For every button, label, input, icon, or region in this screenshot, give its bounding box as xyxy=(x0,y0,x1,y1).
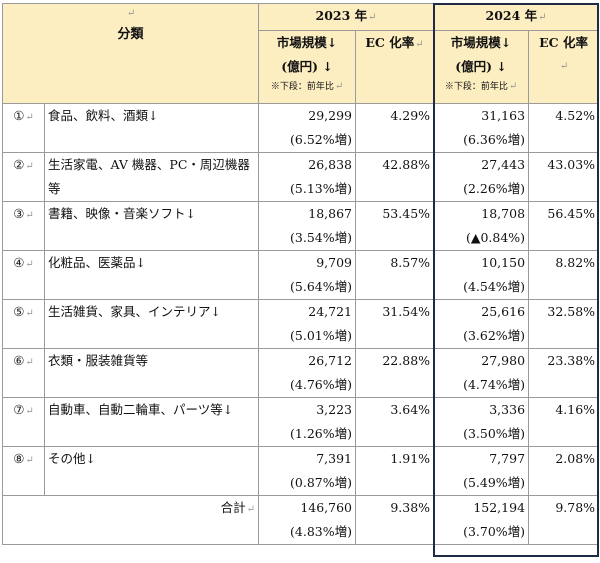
market-size-cell: 3,223 (1.26%増) xyxy=(258,397,357,447)
category-name: 生活家電、AV 機器、PC・周辺機器等 xyxy=(43,152,260,202)
ec-rate-2024-header: EC 化率 ↵ xyxy=(528,30,600,104)
market-size-cell: 26,712 (4.76%増) xyxy=(258,348,357,398)
total-ec-rate-cell: 9.78% xyxy=(528,495,600,545)
ec-rate-cell: 1.91% xyxy=(355,446,435,496)
market-size-cell: 27,443 (2.26%増) xyxy=(433,152,530,202)
category-name: 衣類・服装雑貨等 xyxy=(43,348,260,398)
row-number: ①↵ xyxy=(2,103,45,153)
row-number: ⑤↵ xyxy=(2,299,45,349)
ec-rate-cell: 42.88% xyxy=(355,152,435,202)
row-number: ③↵ xyxy=(2,201,45,251)
total-row: 合計↵ 146,760 (4.83%増) 9.38% 152,194 (3.70%増) 9.… xyxy=(1,495,600,545)
table-row: ③↵ 書籍、映像・音楽ソフト↓ 18,867 (3.54%増) 53.45% 18,708… xyxy=(2,201,600,251)
ec-rate-cell: 4.16% xyxy=(528,397,600,447)
table-row: ⑦↵ 自動車、自動二輪車、パーツ等↓ 3,223 (1.26%増) 3.64% 3,336… xyxy=(2,397,600,447)
market-size-cell: 18,867 (3.54%増) xyxy=(258,201,357,251)
category-name: 書籍、映像・音楽ソフト↓ xyxy=(43,201,260,251)
table-row: ⑧↵ その他↓ 7,391 (0.87%増) 1.91% 7,797 (5.49%増) 2.0… xyxy=(2,446,600,496)
category-name: 生活雑貨、家具、インテリア↓ xyxy=(43,299,260,349)
year-2023-header: 2023 年↵ xyxy=(258,3,435,31)
market-size-2024-header: 市場規模↓ (億円) ↓ ※下段：前年比↵ xyxy=(433,30,530,104)
table-row: ⑤↵ 生活雑貨、家具、インテリア↓ 24,721 (5.01%増) 31.54% 25,6… xyxy=(2,299,600,349)
market-size-cell: 7,391 (0.87%増) xyxy=(258,446,357,496)
total-market-size-cell: 146,760 (4.83%増) xyxy=(258,495,357,545)
row-number: ⑧↵ xyxy=(2,446,45,496)
market-size-cell: 24,721 (5.01%増) xyxy=(258,299,357,349)
ec-rate-cell: 4.52% xyxy=(528,103,600,153)
category-name: 化粧品、医薬品↓ xyxy=(43,250,260,300)
table-row: ②↵ 生活家電、AV 機器、PC・周辺機器等 26,838 (5.13%増) 42.88… xyxy=(2,152,600,202)
ec-rate-cell: 53.45% xyxy=(355,201,435,251)
ec-rate-cell: 22.88% xyxy=(355,348,435,398)
category-header: ↵ 分類 xyxy=(1,3,260,104)
total-market-size-cell: 152,194 (3.70%増) xyxy=(433,495,530,545)
total-ec-rate-cell: 9.38% xyxy=(355,495,435,545)
category-label: 分類 xyxy=(117,27,144,42)
ec-rate-2023-header: EC 化率↵ xyxy=(355,30,435,104)
market-size-cell: 27,980 (4.74%増) xyxy=(433,348,530,398)
category-name: 食品、飲料、酒類↓ xyxy=(43,103,260,153)
category-name: 自動車、自動二輪車、パーツ等↓ xyxy=(43,397,260,447)
category-name: その他↓ xyxy=(43,446,260,496)
market-size-cell: 26,838 (5.13%増) xyxy=(258,152,357,202)
ec-market-table: ↵ 分類 2023 年↵ 2024 年↵ 市場規模↓ (億円) ↓ ※下段：前年… xyxy=(1,3,600,545)
ec-rate-cell: 3.64% xyxy=(355,397,435,447)
ec-rate-cell: 31.54% xyxy=(355,299,435,349)
ec-rate-cell: 56.45% xyxy=(528,201,600,251)
row-number: ②↵ xyxy=(2,152,45,202)
total-label: 合計↵ xyxy=(1,495,260,545)
market-size-cell: 18,708 (▲0.84%) xyxy=(433,201,530,251)
ec-rate-cell: 4.29% xyxy=(355,103,435,153)
return-mark: ↵ xyxy=(126,8,136,19)
ec-rate-cell: 8.57% xyxy=(355,250,435,300)
table-row: ①↵ 食品、飲料、酒類↓ 29,299 (6.52%増) 4.29% 31,163 (6.3… xyxy=(2,103,600,153)
market-size-cell: 9,709 (5.64%増) xyxy=(258,250,357,300)
row-number: ⑦↵ xyxy=(2,397,45,447)
market-size-cell: 3,336 (3.50%増) xyxy=(433,397,530,447)
table-row: ⑥↵ 衣類・服装雑貨等 26,712 (4.76%増) 22.88% 27,980 (4.7… xyxy=(2,348,600,398)
market-size-cell: 10,150 (4.54%増) xyxy=(433,250,530,300)
market-size-cell: 7,797 (5.49%増) xyxy=(433,446,530,496)
market-size-cell: 29,299 (6.52%増) xyxy=(258,103,357,153)
ec-rate-cell: 23.38% xyxy=(528,348,600,398)
market-size-cell: 31,163 (6.36%増) xyxy=(433,103,530,153)
ec-rate-cell: 32.58% xyxy=(528,299,600,349)
ec-rate-cell: 2.08% xyxy=(528,446,600,496)
market-size-2023-header: 市場規模↓ (億円) ↓ ※下段：前年比↵ xyxy=(258,30,357,104)
ec-rate-cell: 8.82% xyxy=(528,250,600,300)
row-number: ④↵ xyxy=(2,250,45,300)
row-number: ⑥↵ xyxy=(2,348,45,398)
market-size-cell: 25,616 (3.62%増) xyxy=(433,299,530,349)
table-row: ④↵ 化粧品、医薬品↓ 9,709 (5.64%増) 8.57% 10,150 (4.54%… xyxy=(2,250,600,300)
year-2024-header: 2024 年↵ xyxy=(433,3,600,31)
ec-rate-cell: 43.03% xyxy=(528,152,600,202)
